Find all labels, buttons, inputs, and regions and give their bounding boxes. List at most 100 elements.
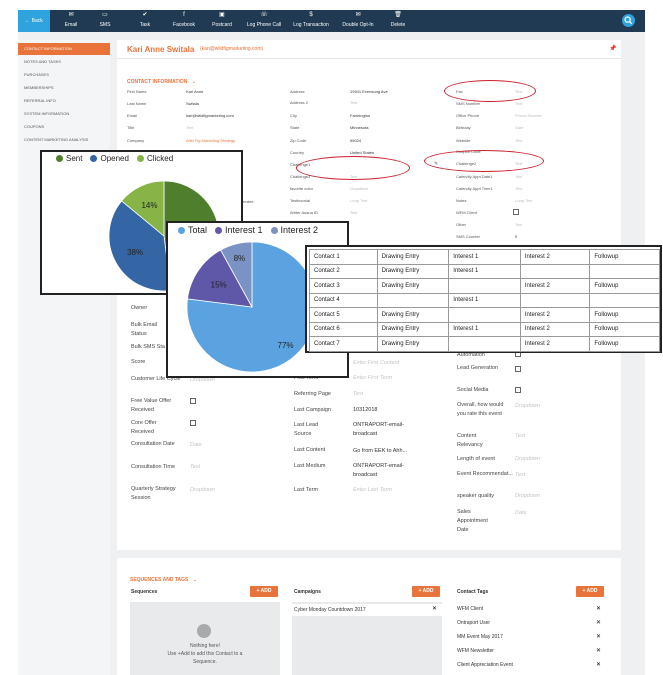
close-icon[interactable]: ✕ (596, 648, 602, 654)
core-offer-checkbox[interactable] (190, 420, 196, 426)
email-value[interactable]: kari@wildfigmarketing.com (186, 113, 234, 118)
birthday-placeholder[interactable]: Date (515, 125, 524, 130)
close-icon[interactable]: ✕ (596, 620, 602, 626)
event-recommend-input[interactable]: Text (515, 472, 526, 478)
add-tag-button[interactable]: + ADD (576, 586, 604, 597)
consultation-time-input[interactable]: Text (190, 464, 201, 470)
list-item[interactable]: Cyber Monday Countdown 2017 ✕ (292, 604, 442, 616)
table-cell: Contact 6 (309, 321, 378, 337)
close-icon[interactable]: ✕ (432, 606, 438, 612)
field-label: Website (456, 138, 471, 143)
speaker-quality-dropdown[interactable]: Dropdown (515, 493, 541, 499)
field-label: Free Value Offer Received (131, 398, 172, 413)
table-cell: Interest 2 (519, 249, 591, 265)
facebook-button[interactable]: f Facebook (166, 10, 202, 32)
table-cell: Followup (589, 278, 660, 294)
log-phone-call-button[interactable]: ☏ Log Phone Call (242, 10, 286, 32)
customer-life-cycle-dropdown[interactable]: Dropdown (190, 377, 216, 383)
calendly-time-placeholder[interactable]: Text (515, 186, 523, 191)
task-button[interactable]: ✔ Task (128, 10, 162, 32)
sidebar-item-referral-info[interactable]: REFERRAL INFO (24, 98, 56, 103)
sms-counter-value[interactable]: 0 (515, 234, 518, 239)
pin-icon[interactable]: 📌 (609, 46, 617, 52)
last-campaign-value[interactable]: 10312018 (353, 407, 378, 413)
wfm-client-checkbox[interactable] (513, 209, 519, 215)
double-opt-in-button[interactable]: ✉ Double Opt-In (336, 10, 380, 32)
last-term-input[interactable]: Enter Last Term (353, 487, 392, 493)
website-placeholder[interactable]: Text (515, 138, 523, 143)
contact-information-section-title[interactable]: CONTACT INFORMATION ⌄ (127, 79, 197, 85)
table-cell: Contact 7 (309, 336, 378, 352)
field-label: City (290, 113, 297, 118)
table-cell (519, 263, 591, 279)
length-of-event-dropdown[interactable]: Dropdown (515, 456, 541, 462)
sms-button[interactable]: ▭ SMS (88, 10, 122, 32)
lead-generation-checkbox[interactable] (515, 366, 521, 372)
address2-placeholder[interactable]: Text (350, 100, 358, 105)
company-value[interactable]: Wild Fig Marketing Strategy (186, 138, 236, 143)
table-cell: Followup (589, 336, 660, 352)
postcard-button[interactable]: ▣ Postcard (204, 10, 240, 32)
favorite-color-dropdown[interactable]: Dropdown (350, 186, 369, 191)
social-media-checkbox[interactable] (515, 387, 521, 393)
title-placeholder[interactable]: Text (186, 125, 194, 130)
last-medium-value[interactable]: ONTRAPORT-email-broadcast (353, 463, 404, 478)
sidebar-item-system-information[interactable]: SYSTEM INFORMATION (24, 111, 70, 116)
quarterly-strategy-dropdown[interactable]: Dropdown (190, 487, 216, 493)
sidebar-item-purchases[interactable]: PURCHASES (24, 72, 49, 77)
sidebar-item-notes-and-tasks[interactable]: NOTES AND TASKS (24, 59, 61, 64)
zip-code-value[interactable]: 55024 (350, 138, 362, 143)
delete-button[interactable]: 🗑 Delete (382, 10, 414, 32)
sms-number-placeholder[interactable]: Text (515, 101, 523, 106)
close-icon[interactable]: ✕ (596, 606, 602, 612)
testimonial-placeholder[interactable]: Long Text (350, 198, 368, 203)
writer-asana-id-placeholder[interactable]: Text (350, 210, 358, 215)
sidebar-item-content-marketing-analysis[interactable]: CONTENT MARKETING ANALYSIS (24, 137, 89, 142)
city-value[interactable]: Farmington (350, 113, 371, 118)
email-button[interactable]: ✉ Email (54, 10, 88, 32)
table-row: Contact 2 Drawing Entry Interest 1 (309, 263, 660, 279)
office-phone-placeholder[interactable]: Phone Number (515, 113, 542, 118)
back-button[interactable]: ← Back (18, 10, 50, 32)
log-transaction-button[interactable]: $ Log Transaction (288, 10, 334, 32)
add-campaign-button[interactable]: + ADD (412, 586, 440, 597)
last-lead-source-value[interactable]: ONTRAPORT-email-broadcast (353, 422, 404, 437)
table-cell (589, 292, 660, 308)
table-cell: Drawing Entry (376, 321, 450, 337)
search-button[interactable] (622, 14, 635, 27)
event-rating-dropdown[interactable]: Dropdown (515, 403, 541, 409)
sequences-section-title[interactable]: SEQUENCES AND TAGS ⌄ (130, 577, 197, 583)
state-value[interactable]: Minnesota (350, 125, 369, 130)
field-label: Last Campaign (294, 407, 331, 413)
consultation-date-picker[interactable]: Date (190, 442, 202, 448)
first-term-input[interactable]: Enter First Term (353, 375, 393, 381)
close-icon[interactable]: ✕ (596, 662, 602, 668)
content-relevancy-input[interactable]: Text (515, 433, 526, 439)
sidebar-item-memberships[interactable]: MEMBERSHIPS (24, 85, 54, 90)
first-name-value[interactable]: Kari Anne (186, 89, 204, 94)
country-value[interactable]: United States (350, 150, 375, 155)
sales-appointment-date-picker[interactable]: Date (515, 510, 527, 516)
notes-placeholder[interactable]: Long Text (515, 198, 533, 203)
sidebar-item-coupons[interactable]: COUPONS (24, 124, 45, 129)
add-sequence-button[interactable]: + ADD (250, 586, 278, 597)
first-content-input[interactable]: Enter First Content (353, 360, 400, 366)
calendly-date-placeholder[interactable]: Text (515, 174, 523, 179)
sidebar-item-contact-information[interactable]: CONTACT INFORMATION (18, 43, 110, 55)
referring-page-input[interactable]: Text (353, 391, 364, 397)
legend-item-opened: Opened (90, 154, 129, 163)
field-label: Title (127, 125, 135, 130)
last-content-value[interactable]: Go from EEK to Ahh... (353, 448, 408, 454)
table-cell (519, 292, 591, 308)
field-label: First Name (127, 89, 147, 94)
close-icon[interactable]: ✕ (596, 634, 602, 640)
free-value-offer-checkbox[interactable] (190, 398, 196, 404)
other-placeholder[interactable]: Text (515, 222, 523, 227)
pie2-legend: Total Interest 1 Interest 2 (178, 225, 326, 235)
field-label: Event Recommendat... (457, 471, 513, 477)
contact-email[interactable]: (kari@wildfigmarketing.com) (200, 46, 264, 52)
table-cell: Drawing Entry (376, 249, 450, 265)
address-value[interactable]: 19941 Evensong Ave (350, 89, 388, 94)
legend-item-sent: Sent (56, 154, 82, 163)
last-name-value[interactable]: Switala (186, 101, 199, 106)
